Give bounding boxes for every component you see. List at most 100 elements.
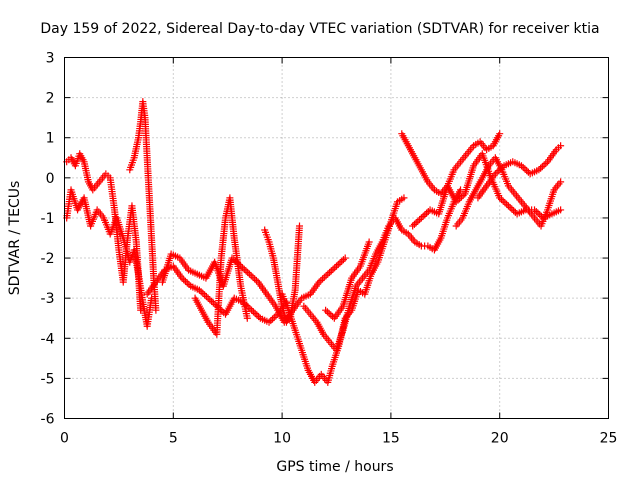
data-point [538,163,546,171]
series-track-g [261,222,304,326]
data-point [206,296,214,304]
data-point [540,161,548,169]
series-track-b [63,186,156,330]
data-point [414,217,422,225]
data-point [152,306,160,314]
data-point [511,208,519,216]
data-point [503,200,511,208]
data-point [506,204,514,212]
data-point [242,267,250,275]
data-point [333,262,340,270]
x-axis-label: GPS time / hours [276,459,393,475]
y-tick-label: 2 [46,91,55,107]
x-tick-label: 0 [60,431,69,447]
data-point [319,275,327,283]
data-point [249,273,257,281]
data-point [180,276,188,284]
data-point [412,219,420,227]
data-point [557,206,565,214]
data-point [327,267,335,275]
series-track-i [300,186,465,354]
data-point [252,277,260,285]
data-point [183,279,191,287]
data-point [557,178,565,186]
data-point [424,208,432,216]
data-point [323,308,331,316]
data-point [296,222,304,230]
series-track-m [452,154,565,230]
series-track-a [63,150,145,314]
y-axis-label: SDTVAR / TECUs [7,181,23,296]
x-tick-label: 20 [491,431,509,447]
data-point [251,309,259,317]
x-tick-label: 5 [169,431,178,447]
data-point [251,275,259,283]
data-point [341,254,349,262]
y-tick-label: -1 [41,211,55,227]
data-point [201,291,209,299]
x-tick-label: 10 [273,431,291,447]
series-track-f [191,194,251,338]
data-point [501,199,509,207]
data-point [557,142,565,150]
data-point [270,313,278,321]
data-point [417,214,425,222]
data-point [409,222,417,230]
data-point [247,272,255,280]
data-point [400,194,408,202]
data-point [320,273,328,281]
plot-frame [64,57,609,419]
data-point [524,168,532,176]
y-tick-label: 1 [46,131,55,147]
data-point [248,306,256,314]
data-point [137,306,145,314]
y-tick-label: -5 [41,371,55,387]
data-point [322,306,330,314]
data-point [410,220,418,228]
data-point [496,130,504,138]
data-point [243,314,251,322]
data-point [317,277,325,285]
data-point [253,311,261,319]
grid [64,57,609,419]
y-tick-label: -2 [41,251,55,267]
data-point [208,297,216,305]
data-point [245,270,253,278]
data-point [199,289,207,297]
data-point [365,238,373,246]
x-tick-label: 15 [382,431,400,447]
series-track-n [474,142,565,202]
data-point [416,216,424,224]
y-tick-label: 0 [46,171,55,187]
data-point [421,211,429,219]
data-point [326,268,334,276]
data-point [324,270,332,278]
y-tick-label: -4 [41,331,55,347]
data-point [327,311,335,319]
data-point [504,202,512,210]
series-track-l [409,150,565,230]
data-point [238,264,246,272]
data-point [202,293,210,301]
data-point [204,294,212,302]
data-point [240,265,248,273]
y-tick-label: 3 [46,51,55,67]
data-point [244,268,252,276]
data-point [331,264,339,272]
series-track-j [322,238,373,322]
data-point [267,317,275,325]
data-point [499,197,507,205]
data-point [329,265,337,273]
data-point [322,272,330,280]
y-tick-label: -3 [41,291,55,307]
chart-title: Day 159 of 2022, Sidereal Day-to-day VTE… [40,21,599,37]
y-tick-label: -6 [41,412,55,428]
data-point [338,257,346,265]
data-point [218,307,226,315]
x-tick-label: 25 [600,431,618,447]
series-track-k [398,130,504,198]
data-point [334,260,342,268]
data-point [325,309,333,317]
data-point [181,277,189,285]
